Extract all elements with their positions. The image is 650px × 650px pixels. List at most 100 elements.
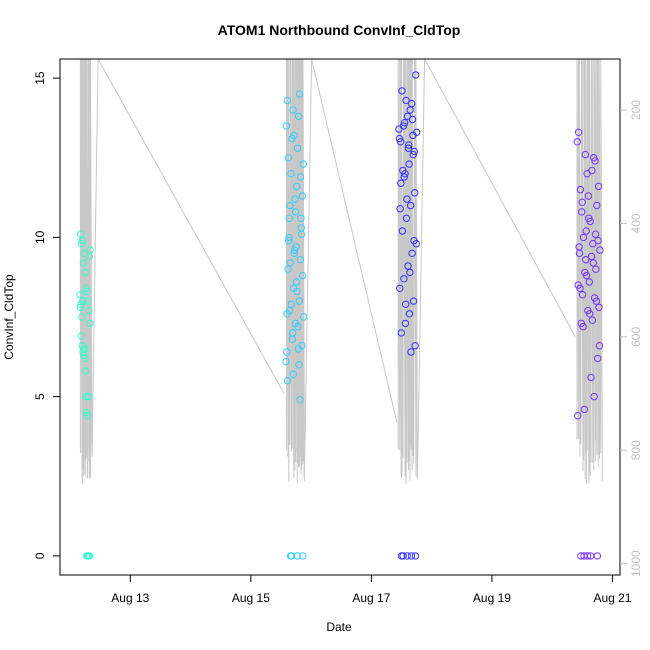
data-point xyxy=(289,370,297,378)
data-point xyxy=(577,552,585,560)
data-point xyxy=(407,348,415,356)
right-tick-label: 800 xyxy=(629,440,643,460)
data-point xyxy=(79,259,88,267)
data-point xyxy=(402,214,411,223)
data-point xyxy=(412,128,421,137)
data-point xyxy=(593,201,601,210)
data-point xyxy=(398,87,406,95)
background-trace xyxy=(79,57,603,485)
data-point xyxy=(299,313,308,321)
right-tick-label: 400 xyxy=(629,213,643,233)
data-point xyxy=(78,236,87,245)
data-point xyxy=(77,332,86,340)
data-point xyxy=(411,189,419,197)
data-point xyxy=(584,192,593,200)
data-point xyxy=(574,281,582,289)
data-point xyxy=(580,405,589,414)
data-point xyxy=(405,141,413,149)
x-axis: Aug 13 Aug 15 Aug 17 Aug 19 Aug 21 xyxy=(111,575,632,605)
data-point xyxy=(292,278,300,286)
x-tick-label: Aug 13 xyxy=(111,591,149,605)
data-point xyxy=(76,291,84,299)
data-point xyxy=(295,361,303,369)
data-point xyxy=(402,300,410,308)
data-point xyxy=(289,106,297,114)
data-point xyxy=(405,310,414,318)
data-point xyxy=(396,138,405,146)
x-tick-label: Aug 21 xyxy=(593,591,631,605)
data-point xyxy=(581,150,589,159)
right-axis: 200 400 600 800 1000 xyxy=(620,100,643,577)
data-point xyxy=(295,297,303,305)
data-point xyxy=(284,265,292,273)
data-point xyxy=(285,214,293,223)
data-point xyxy=(287,170,295,178)
data-point xyxy=(408,115,417,124)
data-point xyxy=(292,182,301,191)
data-point xyxy=(297,214,305,223)
data-point xyxy=(594,182,603,191)
data-point xyxy=(81,367,90,375)
data-point xyxy=(411,552,420,560)
data-point xyxy=(85,552,94,560)
y-tick-label: 5 xyxy=(33,393,47,400)
data-point xyxy=(403,552,411,560)
data-point xyxy=(284,154,292,162)
data-point xyxy=(402,96,410,105)
right-tick-label: 200 xyxy=(629,100,643,120)
data-point xyxy=(283,96,291,105)
data-point xyxy=(286,201,294,210)
data-point xyxy=(290,131,298,140)
data-point xyxy=(395,134,404,143)
data-point xyxy=(84,392,93,401)
data-point xyxy=(85,306,93,315)
data-point xyxy=(579,233,588,242)
data-point xyxy=(298,271,307,280)
y-axis-label: ConvInf_CldTop xyxy=(2,274,16,360)
data-point xyxy=(404,262,412,270)
data-point xyxy=(591,230,600,238)
data-point xyxy=(80,249,89,258)
data-point xyxy=(591,157,599,165)
data-point xyxy=(284,377,292,385)
data-point xyxy=(596,246,604,254)
data-point xyxy=(296,396,304,404)
data-point xyxy=(581,268,589,277)
data-point xyxy=(400,275,408,283)
data-point xyxy=(589,240,597,248)
data-point xyxy=(283,348,291,356)
y-tick-label: 15 xyxy=(33,71,47,85)
data-point xyxy=(577,319,585,328)
x-axis-label: Date xyxy=(326,620,352,634)
data-point xyxy=(396,284,404,292)
data-point xyxy=(590,294,599,302)
data-point xyxy=(78,313,86,321)
data-point xyxy=(82,284,90,292)
data-point xyxy=(81,268,90,277)
data-point xyxy=(400,119,409,127)
data-point xyxy=(77,240,86,248)
data-point xyxy=(593,552,601,560)
data-point xyxy=(286,259,294,267)
data-point xyxy=(86,246,94,254)
data-point xyxy=(578,208,586,216)
data-point xyxy=(404,144,413,152)
x-tick-label: Aug 19 xyxy=(473,591,511,605)
data-point xyxy=(578,198,586,207)
right-tick-label: 1000 xyxy=(629,550,643,577)
data-point xyxy=(408,249,416,258)
data-point xyxy=(574,412,582,420)
data-point xyxy=(291,319,299,328)
data-point xyxy=(299,552,307,560)
data-point xyxy=(580,552,588,560)
data-point xyxy=(296,256,304,264)
data-point xyxy=(397,329,405,337)
data-point xyxy=(590,392,598,401)
data-point xyxy=(396,205,404,213)
data-point xyxy=(405,160,413,168)
data-point xyxy=(81,354,89,363)
data-point xyxy=(290,249,298,258)
data-point xyxy=(587,252,596,261)
y-tick-label: 0 xyxy=(33,552,47,559)
